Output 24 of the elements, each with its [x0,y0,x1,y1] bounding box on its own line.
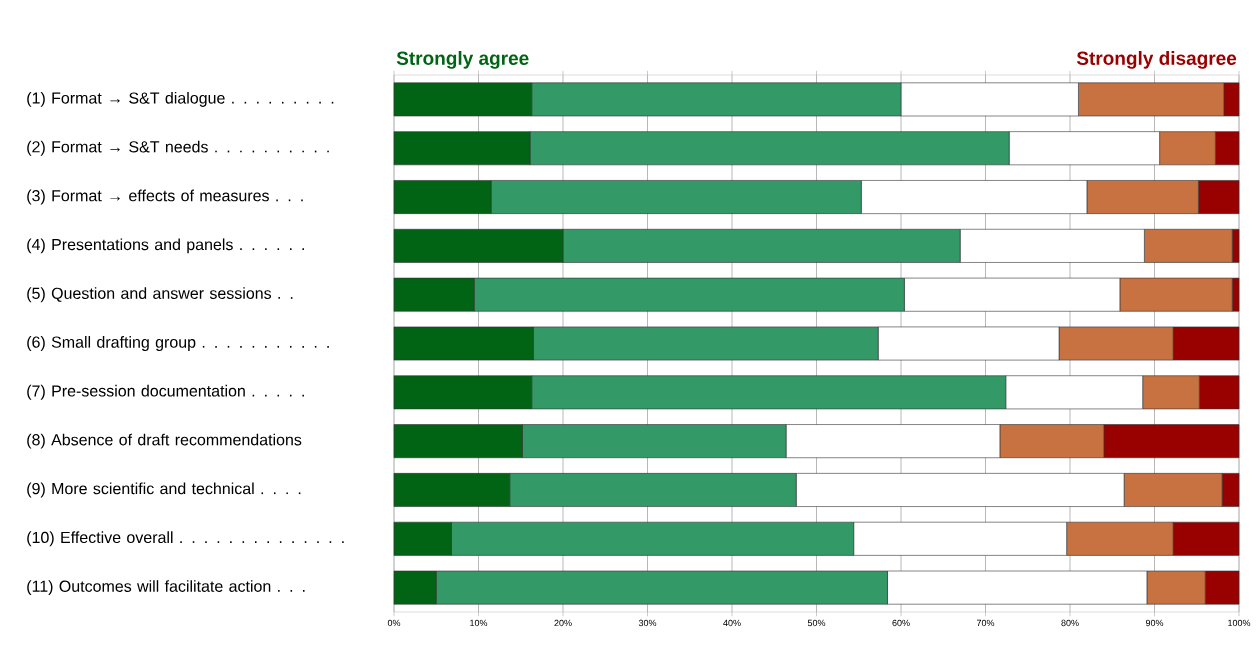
x-tick-label: 100% [1228,619,1251,627]
y-tick-label: (8) Absence of draft recommendations [27,433,302,449]
y-tick-label: (4) Presentations and panels . . . . . . [27,238,304,254]
y-tick-label: (7) Pre-session documentation . . . . . [27,384,304,400]
y-tick-label: (6) Small drafting group . . . . . . . . . . . [27,336,329,351]
y-tick-label: (3) Format → effects of measures . . . [27,189,303,205]
series-label: Strongly agree [396,51,529,69]
x-tick-label: 30% [638,619,657,627]
y-tick-label: (5) Question and answer sessions . . [27,287,293,303]
y-tick-label: (9) More scientific and technical . . . . [27,482,301,498]
y-tick-label: (1) Format → S&T dialogue . . . . . . . . . [27,91,334,107]
x-tick-label: 70% [976,619,995,627]
x-tick-label: 20% [554,619,572,627]
x-tick-label: 0% [387,619,401,627]
x-tick-label: 10% [470,619,488,627]
x-tick-label: 60% [892,619,910,627]
x-tick-label: 40% [723,619,741,627]
x-tick-label: 50% [807,619,826,627]
y-tick-label: (2) Format → S&T needs . . . . . . . . . . [27,140,329,156]
x-tick-label: 80% [1061,619,1079,627]
y-tick-label: (10) Effective overall . . . . . . . . . . . . . . [27,531,344,547]
y-tick-label: (11) Outcomes will facilitate action . . . [27,580,305,596]
series-label: Strongly disagree [1076,51,1237,69]
x-tick-label: 90% [1145,619,1164,627]
